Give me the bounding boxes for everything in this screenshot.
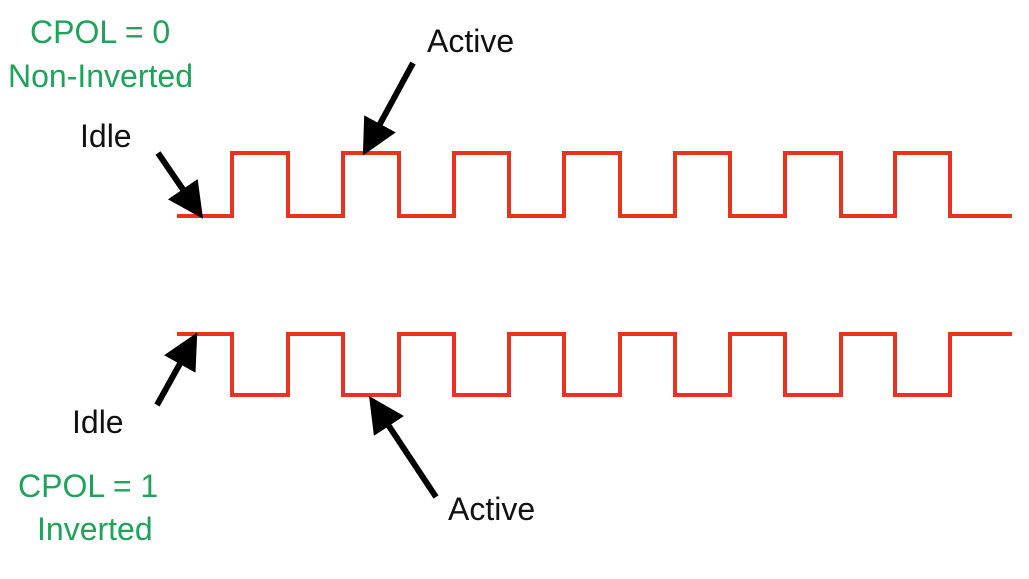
cpol1-idle-label: Idle xyxy=(72,404,124,440)
cpol0-subtitle: Non-Inverted xyxy=(8,58,193,94)
cpol1-active-label: Active xyxy=(448,491,536,527)
top-active-arrow xyxy=(362,61,416,156)
cpol0-clock-waveform xyxy=(177,151,1012,218)
cpol0-active-label: Active xyxy=(427,23,515,59)
bottom-idle-arrow xyxy=(154,332,198,407)
cpol0-idle-label: Idle xyxy=(80,118,132,154)
cpol1-title: CPOL = 1 xyxy=(18,468,159,504)
bottom-active-arrow xyxy=(369,395,439,499)
top-idle-arrow xyxy=(155,151,204,219)
cpol0-title: CPOL = 0 xyxy=(30,14,171,50)
cpol1-subtitle: Inverted xyxy=(37,511,153,547)
cpol1-clock-waveform xyxy=(177,332,1012,397)
